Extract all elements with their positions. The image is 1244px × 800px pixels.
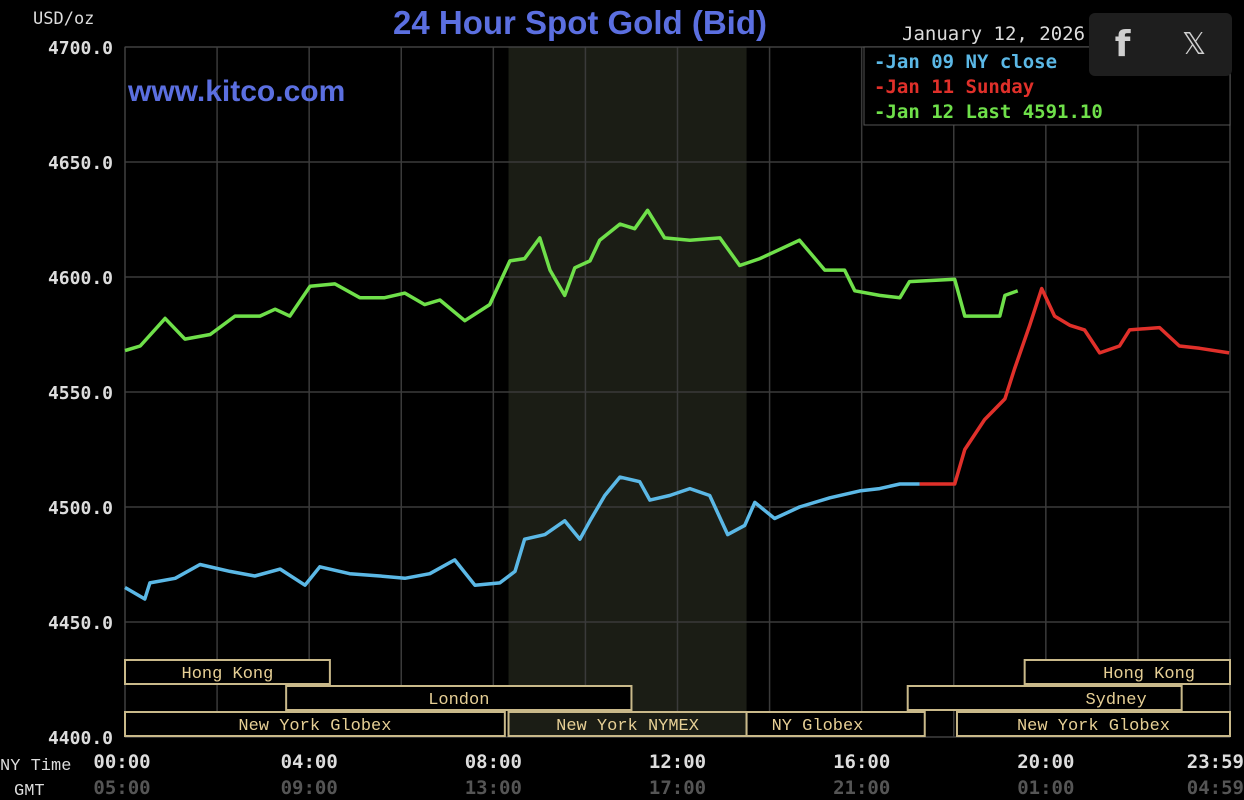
facebook-share-button[interactable]: f bbox=[1114, 24, 1131, 65]
chart-date: January 12, 2026 bbox=[902, 23, 1085, 45]
session-bar bbox=[124, 659, 331, 685]
gmt-label: GMT bbox=[14, 782, 45, 800]
y-tick-label: 4600.0 bbox=[48, 268, 113, 289]
y-tick-label: 4550.0 bbox=[48, 383, 113, 404]
kitco-watermark: www.kitco.com bbox=[127, 75, 345, 108]
legend-jan11: -Jan 11 Sunday bbox=[874, 76, 1034, 98]
x-tick-ny: 23:59 bbox=[1187, 751, 1244, 773]
y-tick-label: 4500.0 bbox=[48, 498, 113, 519]
session-label: Sydney bbox=[1085, 691, 1146, 710]
series-line-2 bbox=[124, 208, 1019, 353]
x-tick-ny: 04:00 bbox=[281, 751, 338, 773]
session-bar bbox=[955, 711, 1231, 737]
x-tick-ny: 08:00 bbox=[465, 751, 522, 773]
y-tick-label: 4650.0 bbox=[48, 153, 113, 174]
share-bar: f 𝕏 bbox=[1089, 13, 1232, 76]
session-bar bbox=[285, 685, 633, 711]
chart-title: 24 Hour Spot Gold (Bid) bbox=[393, 4, 767, 41]
session-label: New York Globex bbox=[238, 717, 391, 736]
session-label: New York NYMEX bbox=[556, 717, 699, 736]
x-tick-ny: 00:00 bbox=[93, 751, 150, 773]
x-tick-gmt: 13:00 bbox=[465, 777, 522, 799]
series-line-0 bbox=[124, 475, 920, 601]
x-tick-gmt: 01:00 bbox=[1017, 777, 1074, 799]
y-tick-label: 4450.0 bbox=[48, 613, 113, 634]
legend-jan12: -Jan 12 Last 4591.10 bbox=[874, 101, 1103, 123]
x-share-button[interactable]: 𝕏 bbox=[1182, 27, 1207, 62]
legend-jan09: -Jan 09 NY close bbox=[874, 51, 1057, 73]
session-label: Hong Kong bbox=[182, 665, 274, 684]
y-unit-label: USD/oz bbox=[33, 9, 94, 29]
session-bar bbox=[124, 711, 506, 737]
x-tick-gmt: 21:00 bbox=[833, 777, 890, 799]
session-bar bbox=[906, 685, 1183, 711]
y-tick-label: 4700.0 bbox=[48, 38, 113, 59]
session-label: NY Globex bbox=[772, 717, 864, 736]
x-tick-gmt: 04:59 bbox=[1187, 777, 1244, 799]
x-tick-ny: 16:00 bbox=[833, 751, 890, 773]
session-bar bbox=[1023, 659, 1232, 685]
series-line-1 bbox=[919, 286, 1230, 486]
session-label: London bbox=[428, 691, 489, 710]
y-tick-label: 4400.0 bbox=[48, 728, 113, 749]
session-bar bbox=[745, 711, 926, 737]
x-tick-ny: 12:00 bbox=[649, 751, 706, 773]
x-tick-gmt: 17:00 bbox=[649, 777, 706, 799]
x-tick-ny: 20:00 bbox=[1017, 751, 1074, 773]
ny-time-label: NY Time bbox=[0, 757, 71, 776]
x-tick-gmt: 09:00 bbox=[281, 777, 338, 799]
x-tick-gmt: 05:00 bbox=[93, 777, 150, 799]
session-label: Hong Kong bbox=[1103, 665, 1195, 684]
session-label: New York Globex bbox=[1017, 717, 1170, 736]
